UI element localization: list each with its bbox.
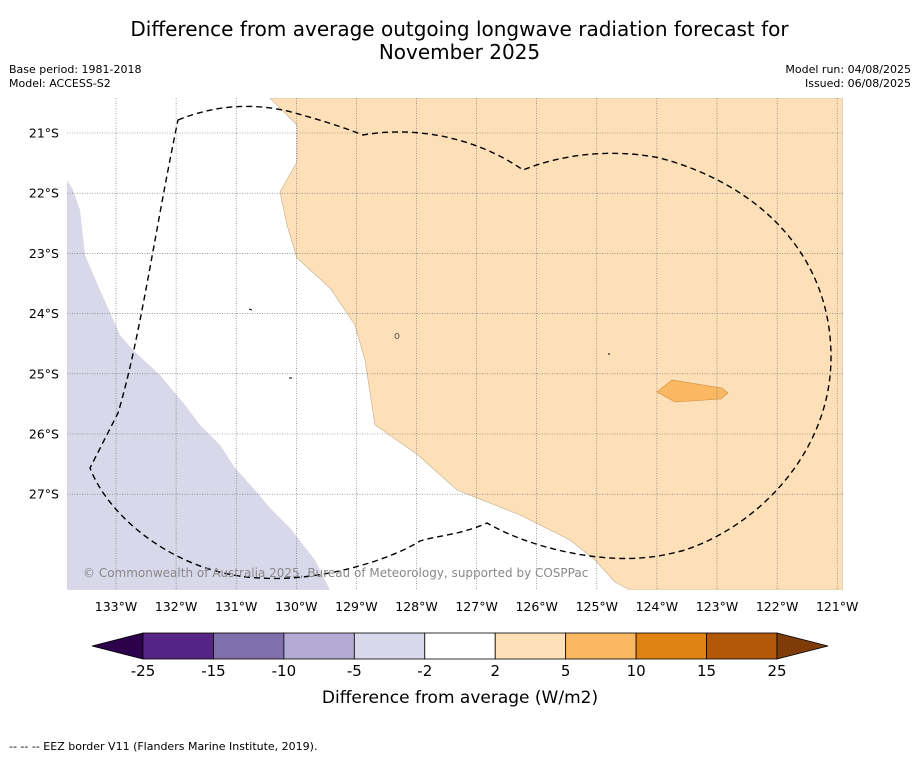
longitude-label: 121°W: [816, 599, 858, 614]
small-contour: [248, 308, 253, 311]
eez-border: [89, 105, 832, 580]
colorbar-tick-label: 2: [490, 662, 500, 680]
colorbar-segment: [353, 632, 426, 660]
longitude-label: 129°W: [335, 599, 377, 614]
longitude-label: 130°W: [275, 599, 317, 614]
longitude-label: 126°W: [515, 599, 557, 614]
gridlines: [67, 98, 843, 590]
colorbar-tick-label: 15: [697, 662, 716, 680]
base-period-text: Base period: 1981-2018: [9, 63, 142, 76]
longitude-label: 122°W: [756, 599, 798, 614]
colorbar-segment: [424, 632, 496, 660]
longitude-label: 132°W: [155, 599, 197, 614]
colorbar-segment: [283, 632, 355, 660]
longitude-label: 125°W: [576, 599, 618, 614]
meta-left: Base period: 1981-2018 Model: ACCESS-S2: [9, 63, 141, 91]
colorbar-tick-label: -25: [131, 662, 156, 680]
model-run-text: Model run: 04/08/2025: [785, 63, 911, 76]
small-contour: [394, 333, 400, 339]
colorbar-segment: [494, 632, 567, 660]
latitude-label: 25°S: [29, 366, 59, 381]
latitude-label: 24°S: [29, 306, 59, 321]
issued-text: Issued: 06/08/2025: [804, 77, 911, 90]
meta-right: Model run: 04/08/2025 Issued: 06/08/2025: [785, 63, 911, 91]
longitude-label: 123°W: [696, 599, 738, 614]
latitude-label: 23°S: [29, 246, 59, 261]
latitude-labels: 21°S 22°S 23°S 24°S 25°S 26°S 27°S: [29, 126, 59, 502]
colorbar-tick-label: -10: [272, 662, 297, 680]
colorbar-tick-label: 25: [767, 662, 786, 680]
negative-anomaly-region: [67, 180, 330, 590]
strong-positive-anomaly-patch: [656, 379, 729, 403]
longitude-labels: 133°W 132°W 131°W 130°W 129°W 128°W 127°W 126°W…: [95, 599, 859, 614]
colorbar: -25 -15 -10 -5 -2 2 5 10 15 25 Difference from av…: [91, 632, 829, 708]
longitude-label: 128°W: [395, 599, 437, 614]
positive-anomaly-region: [269, 98, 843, 590]
colorbar-segment: [213, 632, 285, 660]
colorbar-segment: [565, 632, 637, 660]
model-text: Model: ACCESS-S2: [9, 77, 111, 90]
longitude-label: 127°W: [455, 599, 497, 614]
latitude-label: 26°S: [29, 427, 59, 442]
eez-legend-text: -- -- -- EEZ border V11 (Flanders Marine…: [9, 740, 318, 753]
colorbar-under-arrow: [91, 632, 144, 660]
copyright-text: © Commonwealth of Australia 2025, Bureau…: [83, 566, 588, 580]
colorbar-label: Difference from average (W/m2): [322, 688, 598, 708]
longitude-label: 124°W: [636, 599, 678, 614]
latitude-label: 21°S: [29, 126, 59, 141]
colorbar-tick-label: 5: [561, 662, 571, 680]
latitude-label: 22°S: [29, 186, 59, 201]
colorbar-over-arrow: [776, 632, 829, 660]
colorbar-segment: [706, 632, 778, 660]
colorbar-tick-label: -5: [347, 662, 362, 680]
colorbar-tick-label: 10: [627, 662, 646, 680]
colorbar-tick-label: -15: [201, 662, 226, 680]
colorbar-segment: [635, 632, 707, 660]
map-title: Difference from average outgoing longwav…: [130, 17, 789, 64]
colorbar-tick-label: -2: [417, 662, 432, 680]
colorbar-segments: [142, 632, 778, 660]
colorbar-tick-labels: -25 -15 -10 -5 -2 2 5 10 15 25: [131, 662, 787, 680]
colorbar-segment: [142, 632, 214, 660]
longitude-label: 133°W: [95, 599, 137, 614]
longitude-label: 131°W: [215, 599, 257, 614]
latitude-label: 27°S: [29, 487, 59, 502]
map-plot-area: [67, 98, 843, 590]
